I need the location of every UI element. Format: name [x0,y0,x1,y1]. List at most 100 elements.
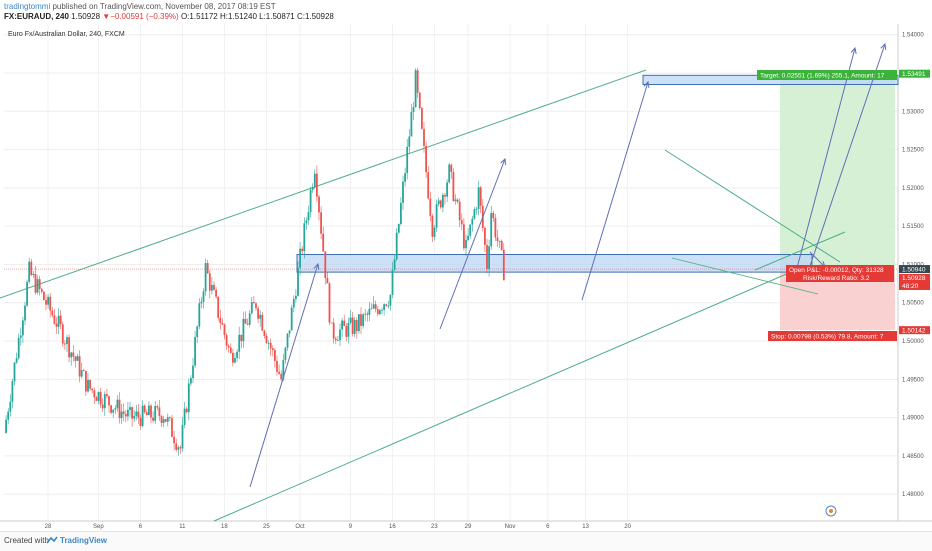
candle-body [366,313,369,315]
chart-canvas[interactable]: 1.540001.535001.530001.525001.520001.515… [0,24,932,531]
candle-body [263,330,266,336]
candle-body [326,278,329,284]
candle-body [469,224,472,236]
candle-body [492,212,495,219]
candle-body [261,314,264,331]
candle-body [303,223,306,252]
candle-body [385,304,388,306]
arrow-head [643,80,650,89]
candle-body [185,408,188,413]
candle-body [106,394,108,397]
tradingview-brand[interactable]: TradingView [60,536,107,545]
candle-body [108,396,110,406]
price-axis-label-bg [899,281,930,290]
ohlc-low: L:1.50871 [259,12,295,21]
price-axis-label-bg [899,273,930,282]
price-change: ▼−0.00591 (−0.39%) [102,12,179,21]
candle-body [383,304,385,310]
candle-body [162,419,165,423]
candle-body [473,209,476,219]
candle-body [391,269,394,295]
candle-body [124,413,127,417]
target-area [780,73,895,270]
candle-body [423,128,425,147]
x-tick-label: 18 [221,524,228,530]
candle-body [171,418,173,437]
candle-body [225,335,228,346]
last-price: 1.50928 [71,12,101,21]
price-axis-label-text: 1.53491 [902,71,926,78]
candle-body [370,308,373,310]
candle-body [164,419,167,422]
candle-body [297,267,299,296]
candle-body [498,240,501,242]
x-tick-label: 20 [624,524,631,530]
candle-body [152,417,154,421]
candle-body [500,240,503,250]
candle-body [227,345,230,348]
candle-body [192,365,194,379]
candle-body [204,263,207,292]
candle-body [43,291,45,300]
tradingview-logo-icon[interactable] [46,535,58,545]
candle-body [400,202,402,224]
candle-body [202,291,205,302]
candle-body [234,358,236,363]
candle-body [26,281,28,306]
candle-body [255,303,257,309]
candle-body [240,334,243,342]
y-tick-label: 1.48000 [902,492,924,498]
candle-body [395,232,398,260]
candle-body [414,70,417,108]
arrow-shaft [249,263,319,488]
candle-body [439,200,442,208]
candle-body [40,289,43,292]
author-link[interactable]: tradingtommi [4,2,51,11]
candle-body [467,235,469,240]
candle-body [431,215,434,237]
y-tick-label: 1.53000 [902,109,924,115]
candle-body [502,249,505,281]
candle-body [179,447,182,449]
candle-body [82,370,85,371]
candle-body [244,318,247,324]
candle-body [229,347,232,353]
candle-body [246,323,249,325]
candle-body [187,383,190,413]
candle-body [463,224,465,249]
symbol-info: FX:EURAUD, 240 1.50928 ▼−0.00591 (−0.39%… [4,12,334,21]
candle-body [387,305,390,307]
candle-body [51,310,54,316]
candle-body [89,379,91,389]
candle-body [402,181,404,203]
candle-body [288,330,291,334]
candle-body [488,246,490,269]
candle-body [465,239,467,249]
candle-body [97,391,100,401]
candle-body [198,303,201,327]
candle-body [206,263,209,274]
candle-body [211,284,213,291]
candles-group [5,67,505,456]
x-tick-label: 25 [263,524,270,530]
symbol-label[interactable]: FX:EURAUD, 240 [4,12,69,21]
candle-body [313,173,316,188]
candle-body [437,200,440,205]
candle-body [421,108,423,129]
open-pl-text: Open P&L: -0.00012, Qty: 31328 [789,267,884,274]
risk-reward-text: Risk/Reward Ratio: 3.2 [803,275,870,282]
candle-body [397,223,400,233]
price-axis-label-bg [899,265,930,274]
candle-body [406,146,409,174]
projection-arrow [796,46,857,269]
candle-body [429,198,432,216]
candle-body [280,373,283,380]
candle-body [448,164,451,183]
arrow-head [313,262,320,271]
candle-body [95,397,98,401]
channel-lower-line [213,268,799,522]
price-axis-label-countdown: 48:20 [899,281,930,290]
candle-body [456,199,459,202]
candle-body [324,251,327,279]
candle-body [5,419,7,433]
